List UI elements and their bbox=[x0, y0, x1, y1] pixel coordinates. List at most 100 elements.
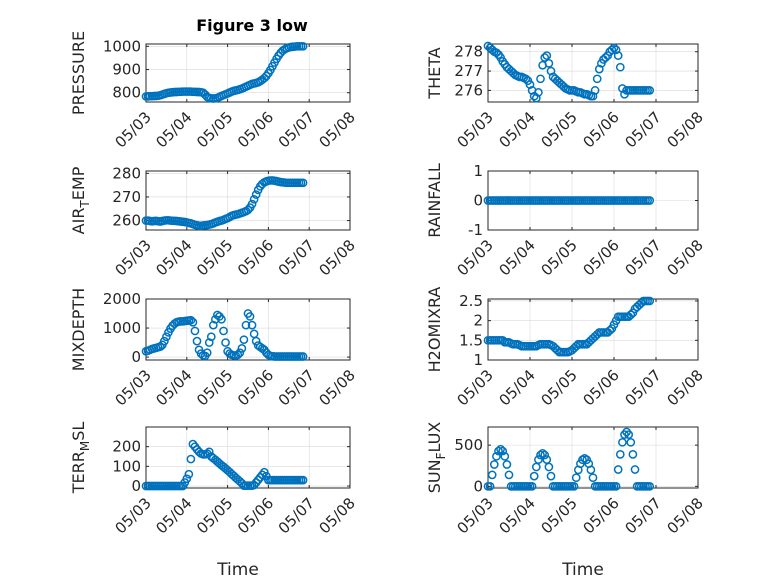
x-tick-label: 05/07 bbox=[275, 108, 318, 151]
y-tick-label: 277 bbox=[454, 62, 483, 80]
data-point bbox=[534, 87, 543, 97]
x-tick-label: 05/04 bbox=[152, 236, 195, 279]
data-point bbox=[601, 53, 610, 62]
data-point bbox=[186, 454, 196, 464]
x-tick-label: 05/08 bbox=[664, 366, 707, 409]
data-point bbox=[540, 53, 550, 62]
x-tick-label: 05/07 bbox=[275, 236, 318, 279]
data-point bbox=[521, 74, 531, 84]
data-point bbox=[206, 332, 216, 342]
data-point bbox=[609, 43, 619, 53]
data-point bbox=[544, 462, 554, 472]
data-point bbox=[618, 437, 627, 447]
data-point bbox=[249, 194, 259, 204]
data-point bbox=[542, 51, 552, 60]
x-tick-label: 05/03 bbox=[454, 494, 497, 537]
data-point bbox=[626, 310, 636, 320]
data-point bbox=[529, 471, 539, 481]
data-point bbox=[186, 315, 196, 325]
y-axis-label: THETA bbox=[425, 47, 444, 99]
y-tick-label: 1 bbox=[473, 162, 483, 180]
y-axis-label: H2OMIXRA bbox=[425, 287, 444, 373]
y-tick-label: 2000 bbox=[103, 290, 141, 308]
x-tick-label: 05/06 bbox=[234, 108, 277, 151]
y-axis-label: SUNFLUX bbox=[425, 422, 448, 494]
x-tick-label: 05/05 bbox=[193, 494, 236, 537]
data-point bbox=[527, 482, 537, 491]
y-tick-label: 500 bbox=[454, 436, 483, 454]
x-tick-label: 05/05 bbox=[193, 366, 236, 409]
data-point bbox=[628, 450, 638, 459]
data-point bbox=[571, 473, 581, 483]
y-tick-label: -1 bbox=[468, 221, 483, 239]
data-point bbox=[233, 350, 243, 360]
data-point bbox=[536, 74, 545, 84]
y-tick-label: 0 bbox=[131, 348, 141, 366]
data-point bbox=[485, 482, 495, 491]
y-tick-label: 0 bbox=[473, 477, 483, 495]
data-point bbox=[615, 62, 625, 72]
data-point bbox=[204, 338, 214, 347]
axes-background bbox=[487, 298, 699, 361]
x-tick-label: 05/06 bbox=[234, 494, 277, 537]
data-point bbox=[500, 451, 510, 461]
x-tick-label: 05/07 bbox=[622, 494, 665, 537]
data-point bbox=[645, 296, 655, 306]
x-tick-label: 05/06 bbox=[580, 236, 623, 279]
y-tick-label: 200 bbox=[112, 438, 141, 456]
axes-background bbox=[487, 426, 699, 489]
x-tick-label: 05/08 bbox=[316, 494, 359, 537]
data-point bbox=[202, 348, 212, 358]
data-point bbox=[605, 326, 615, 335]
x-tick-label: 05/08 bbox=[316, 236, 359, 279]
x-tick-label: 05/03 bbox=[112, 108, 155, 151]
data-point bbox=[645, 482, 655, 491]
x-tick-label: 05/08 bbox=[664, 108, 707, 151]
data-point bbox=[298, 475, 308, 485]
data-point bbox=[544, 58, 554, 68]
x-tick-label: 05/05 bbox=[538, 236, 581, 279]
y-axis-label: AIRTEMP bbox=[69, 166, 92, 234]
x-tick-label: 05/05 bbox=[538, 108, 581, 151]
data-point bbox=[615, 450, 625, 459]
data-point bbox=[487, 470, 497, 480]
x-tick-label: 05/06 bbox=[580, 366, 623, 409]
x-tick-label: 05/04 bbox=[152, 494, 195, 537]
data-point bbox=[492, 48, 501, 58]
x-tick-label: 05/07 bbox=[622, 236, 665, 279]
x-tick-label: 05/04 bbox=[496, 108, 539, 151]
data-point bbox=[538, 449, 547, 458]
data-point bbox=[182, 474, 192, 484]
data-point bbox=[190, 326, 200, 336]
y-axis-label: MIXDEPTH bbox=[69, 288, 88, 371]
y-tick-label: 800 bbox=[112, 84, 141, 102]
data-point bbox=[498, 446, 508, 456]
data-point bbox=[534, 455, 543, 464]
data-point bbox=[251, 336, 261, 346]
data-point bbox=[624, 430, 634, 439]
data-point bbox=[162, 332, 171, 342]
y-axis-label: PRESSURE bbox=[69, 31, 88, 115]
y-tick-label: 1 bbox=[473, 351, 483, 369]
x-tick-label: 05/04 bbox=[496, 366, 539, 409]
x-tick-label: 05/03 bbox=[454, 366, 497, 409]
y-axis-label: RAINFALL bbox=[425, 163, 444, 238]
data-point bbox=[645, 196, 655, 205]
x-tick-label: 05/07 bbox=[622, 108, 665, 151]
x-tick-label: 05/06 bbox=[580, 108, 623, 151]
data-point bbox=[243, 205, 253, 215]
data-point bbox=[489, 460, 499, 469]
x-tick-label: 05/07 bbox=[275, 366, 318, 409]
x-tick-label: 05/04 bbox=[496, 236, 539, 279]
x-tick-label: 05/06 bbox=[234, 236, 277, 279]
data-point bbox=[496, 444, 505, 454]
x-tick-label: 05/04 bbox=[152, 366, 195, 409]
x-axis-label: Time bbox=[561, 560, 604, 580]
data-point bbox=[239, 335, 249, 345]
figure-title: Figure 3 low bbox=[196, 16, 308, 35]
data-point bbox=[607, 45, 617, 55]
